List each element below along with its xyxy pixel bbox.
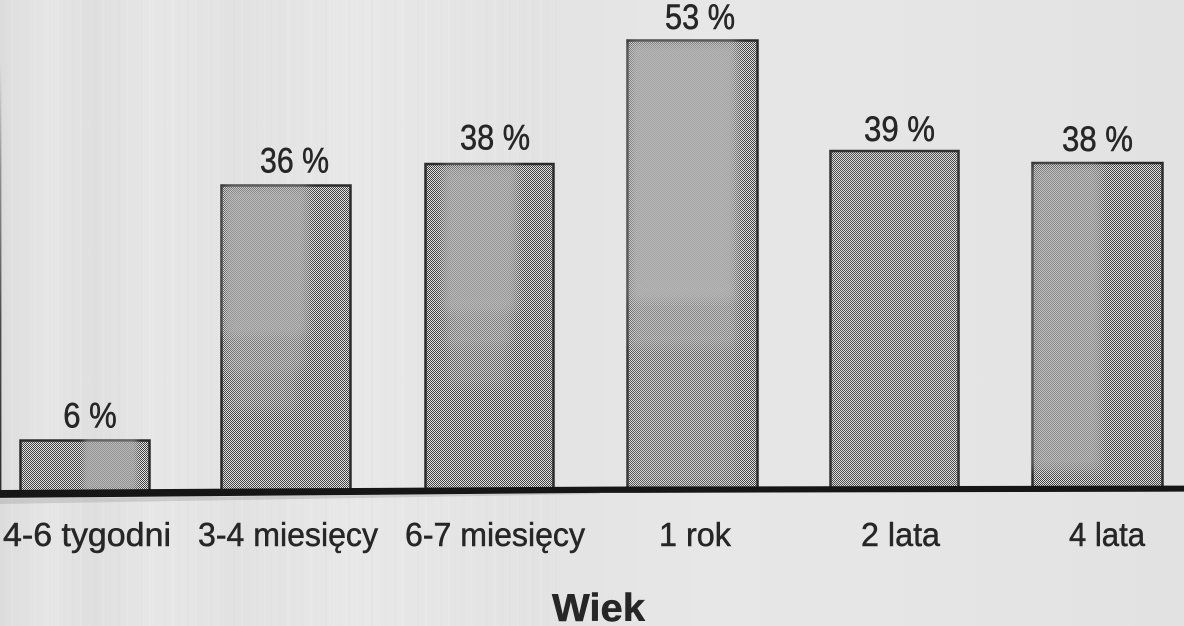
svg-text:38 %: 38 % — [1062, 120, 1133, 159]
svg-text:6 %: 6 % — [63, 397, 117, 436]
svg-text:6-7 miesięcy: 6-7 miesięcy — [405, 516, 585, 553]
svg-text:38 %: 38 % — [460, 119, 530, 158]
svg-text:Wiek: Wiek — [552, 587, 645, 626]
svg-text:1 rok: 1 rok — [659, 516, 731, 553]
svg-text:36 %: 36 % — [260, 142, 329, 181]
svg-text:4-6 tygodni: 4-6 tygodni — [3, 516, 171, 553]
svg-text:53 %: 53 % — [665, 0, 735, 37]
svg-text:3-4 miesięcy: 3-4 miesięcy — [198, 516, 378, 553]
svg-text:39 %: 39 % — [864, 110, 935, 149]
svg-text:4 lata: 4 lata — [1069, 516, 1146, 553]
svg-text:2 lata: 2 lata — [861, 516, 941, 553]
